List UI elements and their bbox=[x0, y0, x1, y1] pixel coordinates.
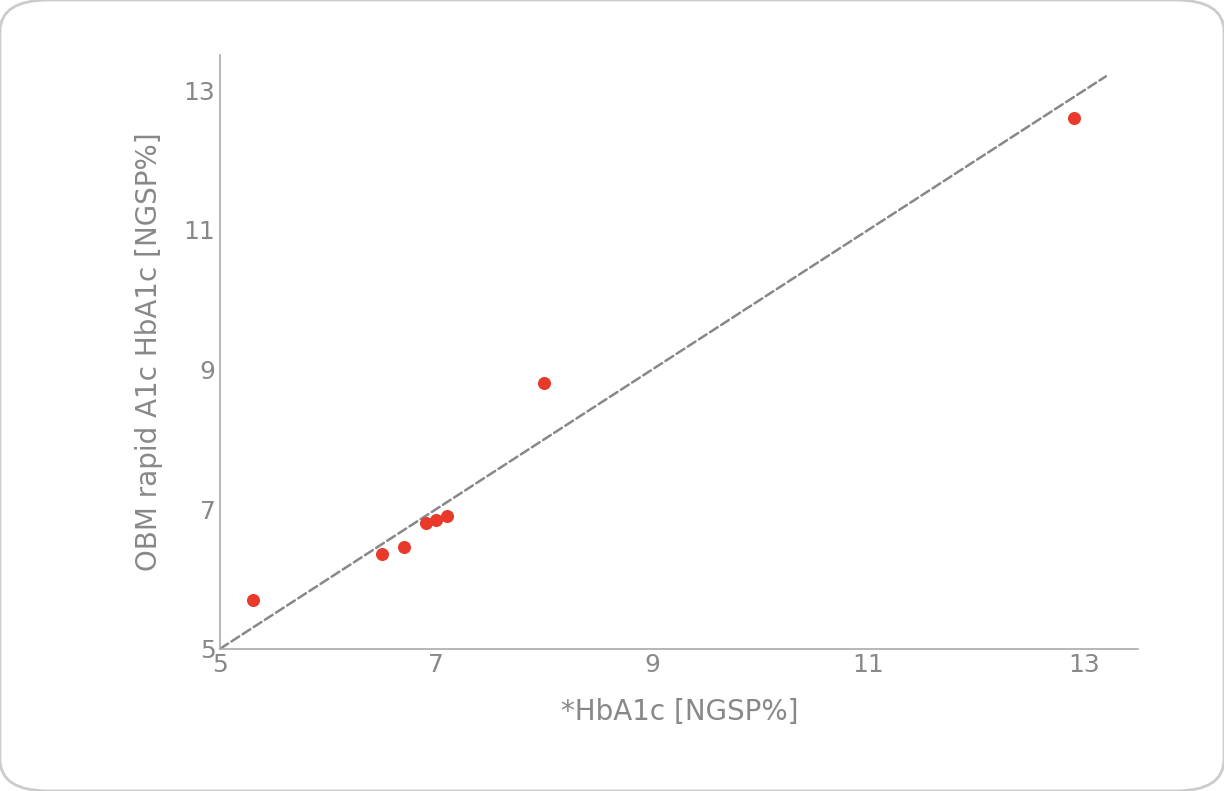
Point bbox=[437, 509, 457, 522]
Point bbox=[535, 377, 554, 390]
Point bbox=[1064, 112, 1083, 124]
Point bbox=[372, 548, 392, 561]
Y-axis label: OBM rapid A1c HbA1c [NGSP%]: OBM rapid A1c HbA1c [NGSP%] bbox=[135, 133, 163, 571]
Point bbox=[242, 593, 262, 606]
Point bbox=[416, 517, 436, 529]
Point bbox=[426, 513, 446, 526]
X-axis label: *HbA1c [NGSP%]: *HbA1c [NGSP%] bbox=[561, 698, 798, 726]
Point bbox=[394, 541, 414, 554]
